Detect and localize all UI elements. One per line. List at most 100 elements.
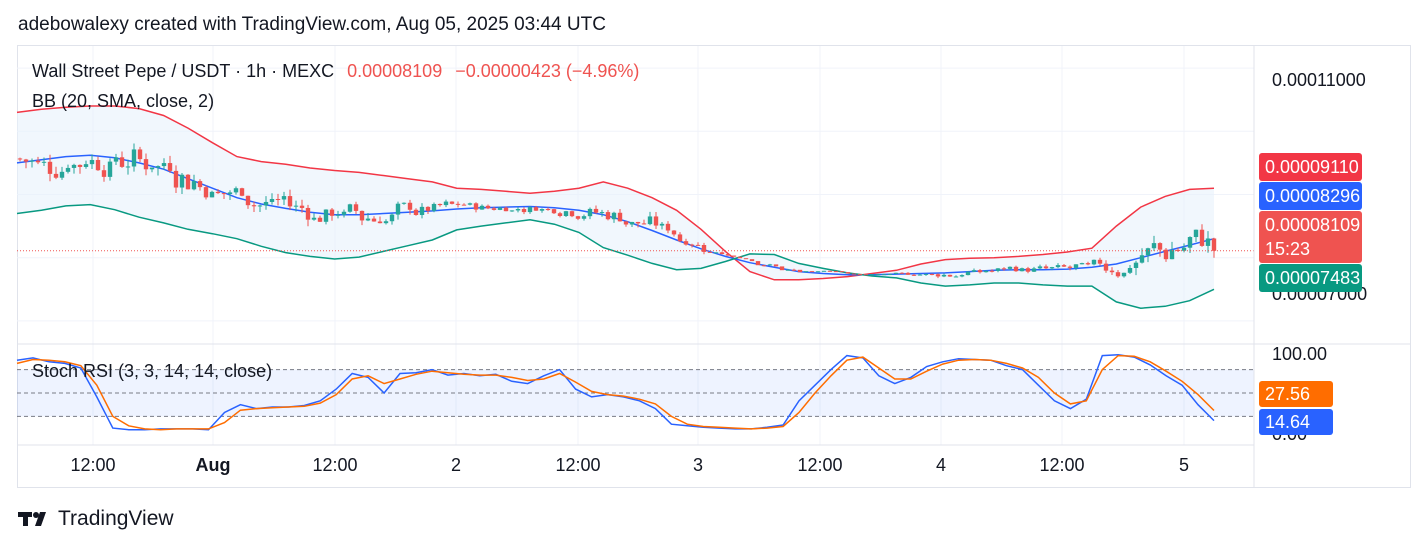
candle-body xyxy=(887,273,893,275)
candle-body xyxy=(1157,243,1163,250)
candle-body xyxy=(557,213,563,217)
candle-body xyxy=(401,202,407,204)
candle-body xyxy=(365,218,371,221)
candle-body xyxy=(641,223,647,225)
tradingview-logo[interactable]: TradingView xyxy=(18,507,174,531)
candle-body xyxy=(299,205,305,208)
candle-body xyxy=(59,171,65,178)
candle-body xyxy=(389,214,395,222)
candle-body xyxy=(1091,259,1097,265)
candle-body xyxy=(701,244,707,252)
candle-body xyxy=(263,201,269,206)
bb-lower-badge: 0.00007483 xyxy=(1259,264,1362,292)
candle-body xyxy=(485,205,491,209)
candle-body xyxy=(275,198,281,200)
symbol-name: Wall Street Pepe / USDT · 1h · MEXC xyxy=(32,61,335,81)
candle-body xyxy=(1187,237,1193,248)
chart-frame xyxy=(17,45,1411,488)
candle-body xyxy=(863,274,869,276)
candle-body xyxy=(1079,263,1085,265)
bb-lower-line xyxy=(16,203,1215,309)
candle-body xyxy=(443,201,449,206)
time-axis-label: 2 xyxy=(450,455,461,475)
candle-body xyxy=(659,223,665,226)
candle-body xyxy=(1115,272,1121,277)
candle-body xyxy=(17,158,23,160)
candle-body xyxy=(965,271,971,276)
candle-body xyxy=(1073,264,1079,268)
stoch-d-badge: 27.56 xyxy=(1259,381,1333,407)
candle-body xyxy=(791,269,797,271)
candle-body xyxy=(527,207,533,213)
candle-body xyxy=(335,214,341,216)
candle-body xyxy=(317,217,323,222)
candle-body xyxy=(1043,266,1049,269)
candle-body xyxy=(977,270,983,273)
candle-body xyxy=(647,216,653,225)
candle-body xyxy=(449,201,455,204)
candle-body xyxy=(953,276,959,278)
candle-body xyxy=(767,264,773,266)
rsi-tick-top: 100.00 xyxy=(1272,344,1328,364)
candle-body xyxy=(329,209,335,216)
candle-body xyxy=(1067,266,1073,268)
candle-body xyxy=(671,230,677,235)
candle-body xyxy=(713,252,719,254)
bb-indicator-legend[interactable]: BB (20, SMA, close, 2) xyxy=(32,91,215,111)
stoch-d-line xyxy=(16,354,1215,431)
candle-body xyxy=(149,167,155,170)
candle-body xyxy=(911,274,917,276)
time-axis-label: 12:00 xyxy=(555,455,601,475)
candle-body xyxy=(359,210,365,221)
candle-body xyxy=(755,261,761,266)
candle-body xyxy=(29,160,35,162)
candle-body xyxy=(497,207,503,210)
candle-body xyxy=(53,173,59,178)
candle-body xyxy=(545,209,551,211)
candle-body xyxy=(509,210,515,212)
candle-body xyxy=(1133,262,1139,268)
stoch-rsi-legend[interactable]: Stoch RSI (3, 3, 14, 14, close) xyxy=(32,361,273,381)
candle-body xyxy=(923,273,929,275)
candle-body xyxy=(47,161,53,174)
candle-body xyxy=(677,234,683,242)
candle-body xyxy=(203,187,209,198)
candle-body xyxy=(1193,229,1199,238)
candle-body xyxy=(1109,270,1115,273)
candle-body xyxy=(323,209,329,222)
candle-body xyxy=(347,204,353,212)
candle-body xyxy=(875,274,881,276)
candle-body xyxy=(581,216,587,219)
candle-body xyxy=(437,203,443,206)
last-price-badge: 0.00008109 15:23 xyxy=(1259,211,1362,263)
candle-body xyxy=(1205,238,1211,246)
stoch-rsi-pane xyxy=(16,354,1254,431)
candle-body xyxy=(185,174,191,190)
candle-body xyxy=(197,181,203,188)
candle-body xyxy=(971,270,977,272)
candle-body xyxy=(587,208,593,217)
candle-body xyxy=(959,275,965,277)
candle-body xyxy=(653,216,659,226)
candle-body xyxy=(1163,249,1169,260)
bb-fill xyxy=(17,106,1214,309)
bb-upper-line xyxy=(16,105,1215,281)
symbol-legend[interactable]: Wall Street Pepe / USDT · 1h · MEXC 0.00… xyxy=(32,61,639,82)
candle-body xyxy=(1097,259,1103,264)
candle-body xyxy=(539,209,545,211)
candle-body xyxy=(35,160,41,163)
candle-body xyxy=(1181,247,1187,251)
candle-body xyxy=(905,272,911,275)
candle-body xyxy=(563,211,569,217)
candle-body xyxy=(479,205,485,210)
candle-body xyxy=(635,221,641,224)
candle-body xyxy=(143,159,149,170)
candle-body xyxy=(119,157,125,167)
candle-body xyxy=(281,196,287,200)
candle-body xyxy=(1151,243,1157,249)
candle-body xyxy=(617,212,623,222)
candle-body xyxy=(431,203,437,211)
candle-body xyxy=(749,259,755,262)
candle-body xyxy=(779,266,785,271)
